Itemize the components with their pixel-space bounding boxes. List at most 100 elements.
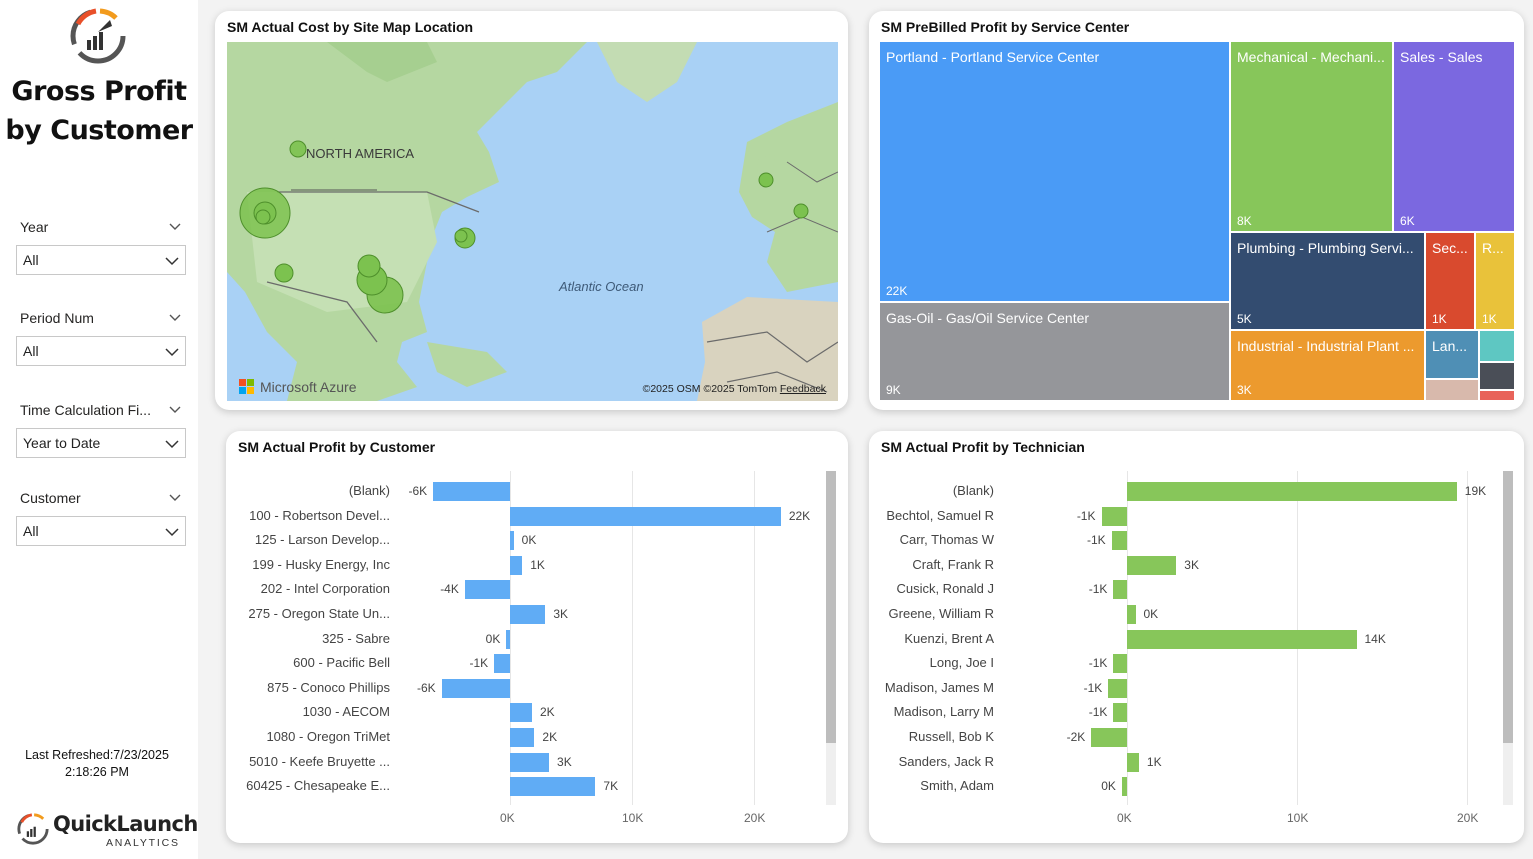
category-label: 125 - Larson Develop... (254, 532, 390, 548)
sidebar: Gross Profit by Customer Year All Period… (0, 0, 198, 859)
treemap-tile[interactable]: Lan... (1426, 331, 1478, 378)
category-label: (Blank) (952, 483, 994, 498)
bar[interactable] (510, 777, 596, 797)
bar[interactable] (1113, 580, 1127, 600)
map-bubble (758, 172, 774, 188)
map-label-continent: NORTH AMERICA (306, 146, 415, 161)
treemap-tile[interactable]: Industrial - Industrial Plant ... 3K (1231, 331, 1424, 400)
bar[interactable] (1091, 728, 1127, 747)
chevron-down-icon[interactable] (168, 490, 182, 504)
bar[interactable] (1113, 703, 1127, 723)
slicer-period-num-dropdown[interactable]: All (16, 336, 186, 366)
map-bubble (454, 229, 468, 243)
microsoft-azure-attribution: Microsoft Azure (239, 379, 356, 395)
bar[interactable] (441, 678, 510, 698)
bar[interactable] (1127, 555, 1177, 575)
map-visual[interactable]: NORTH AMERICA Atlantic Ocean Microsoft A… (227, 42, 838, 401)
category-label: Cusick, Ronald J (896, 581, 994, 597)
slicer-time-calculation-dropdown[interactable]: Year to Date (16, 428, 186, 458)
bar[interactable] (510, 703, 532, 723)
slicer-customer-label: Customer (20, 490, 81, 506)
bar[interactable] (1113, 654, 1127, 674)
bar[interactable] (510, 605, 546, 624)
bar[interactable] (1127, 629, 1357, 649)
x-tick-label: 20K (1457, 811, 1479, 825)
brand-logo: QuickLaunch ANALYTICS (16, 808, 198, 852)
treemap-tile-value: 22K (886, 284, 908, 298)
bar[interactable] (494, 654, 510, 674)
category-label: 202 - Intel Corporation (260, 581, 390, 597)
data-label: 3K (557, 754, 572, 769)
slicer-time-calculation-header[interactable]: Time Calculation Fi... (16, 400, 186, 420)
bar[interactable] (510, 531, 514, 551)
treemap-tile-value: 1K (1482, 312, 1497, 326)
scrollbar-thumb[interactable] (826, 471, 836, 743)
slicer-year-dropdown[interactable]: All (16, 245, 186, 275)
bar[interactable] (1101, 506, 1127, 526)
category-label: 875 - Conoco Phillips (267, 679, 390, 695)
treemap-tile[interactable]: Mechanical - Mechani... 8K (1231, 42, 1392, 231)
technician-chart-card: SM Actual Profit by Technician 0K 10K 20K (… (869, 431, 1524, 843)
bar[interactable] (464, 580, 510, 600)
quicklaunch-logo-icon (17, 813, 49, 845)
bar[interactable] (510, 555, 523, 575)
slicer-year-header[interactable]: Year (16, 217, 186, 237)
last-refreshed: Last Refreshed:7/23/2025 2:18:26 PM (0, 747, 194, 781)
treemap-tile-label: Sec... (1432, 240, 1468, 256)
data-label: 7K (603, 779, 619, 794)
chevron-down-icon[interactable] (168, 310, 182, 324)
treemap-tile-small[interactable] (1480, 331, 1514, 361)
category-label: Sanders, Jack R (898, 753, 994, 769)
treemap-tile[interactable]: Plumbing - Plumbing Servi... 5K (1231, 233, 1424, 329)
category-label: Craft, Frank R (912, 556, 994, 572)
treemap-tile[interactable]: Sales - Sales 6K (1394, 42, 1514, 231)
bar[interactable] (510, 728, 535, 747)
bar[interactable] (1121, 777, 1127, 797)
category-label: Madison, Larry M (893, 704, 994, 720)
data-label: 2K (539, 705, 555, 720)
slicer-customer: Customer All (16, 488, 186, 546)
treemap-tile-value: 9K (886, 383, 901, 397)
map-bubble (793, 203, 809, 219)
category-label: 1080 - Oregon TriMet (266, 729, 390, 744)
slicer-customer-dropdown[interactable]: All (16, 516, 186, 546)
data-label: 0K (1101, 779, 1116, 794)
treemap-tile[interactable]: Gas-Oil - Gas/Oil Service Center 9K (880, 303, 1229, 400)
scrollbar-thumb[interactable] (1503, 471, 1513, 743)
treemap-tile[interactable]: R... 1K (1476, 233, 1514, 329)
treemap-tile-small[interactable] (1480, 363, 1514, 389)
slicer-customer-header[interactable]: Customer (16, 488, 186, 508)
treemap-card-title: SM PreBilled Profit by Service Center (881, 19, 1130, 35)
page-title: Gross Profit by Customer (0, 72, 198, 150)
bar[interactable] (510, 506, 781, 526)
technician-chart-title: SM Actual Profit by Technician (881, 439, 1085, 455)
chevron-down-icon[interactable] (168, 402, 182, 416)
chevron-down-icon[interactable] (168, 219, 182, 233)
bar[interactable] (433, 482, 510, 501)
treemap-tile-label: Plumbing - Plumbing Servi... (1237, 240, 1414, 256)
gridline (754, 471, 755, 805)
treemap-tile-value: 1K (1432, 312, 1447, 326)
bar[interactable] (1127, 752, 1139, 772)
bar[interactable] (1127, 482, 1457, 501)
category-label: Kuenzi, Brent A (904, 630, 994, 646)
treemap-tile-label: R... (1482, 240, 1504, 256)
category-label: 275 - Oregon State Un... (248, 606, 390, 621)
slicer-period-num-header[interactable]: Period Num (16, 308, 186, 328)
bar[interactable] (1111, 531, 1127, 551)
map-feedback-link[interactable]: Feedback (779, 383, 826, 395)
data-label: 0K (485, 631, 501, 646)
bar[interactable] (510, 752, 550, 772)
treemap-tile-small[interactable] (1426, 380, 1478, 400)
bar[interactable] (1108, 678, 1127, 698)
treemap-tile[interactable]: Portland - Portland Service Center 22K (880, 42, 1229, 301)
category-label: Long, Joe I (929, 655, 994, 671)
treemap-tile[interactable]: Sec... 1K (1426, 233, 1474, 329)
category-label: 100 - Robertson Devel... (249, 507, 390, 523)
treemap-tile-label: Portland - Portland Service Center (886, 49, 1100, 65)
quicklaunch-logo-icon (70, 8, 126, 64)
treemap-tile-value: 8K (1237, 214, 1252, 228)
bar[interactable] (506, 629, 510, 649)
treemap-tile-small[interactable] (1480, 391, 1514, 400)
bar[interactable] (1127, 605, 1136, 624)
